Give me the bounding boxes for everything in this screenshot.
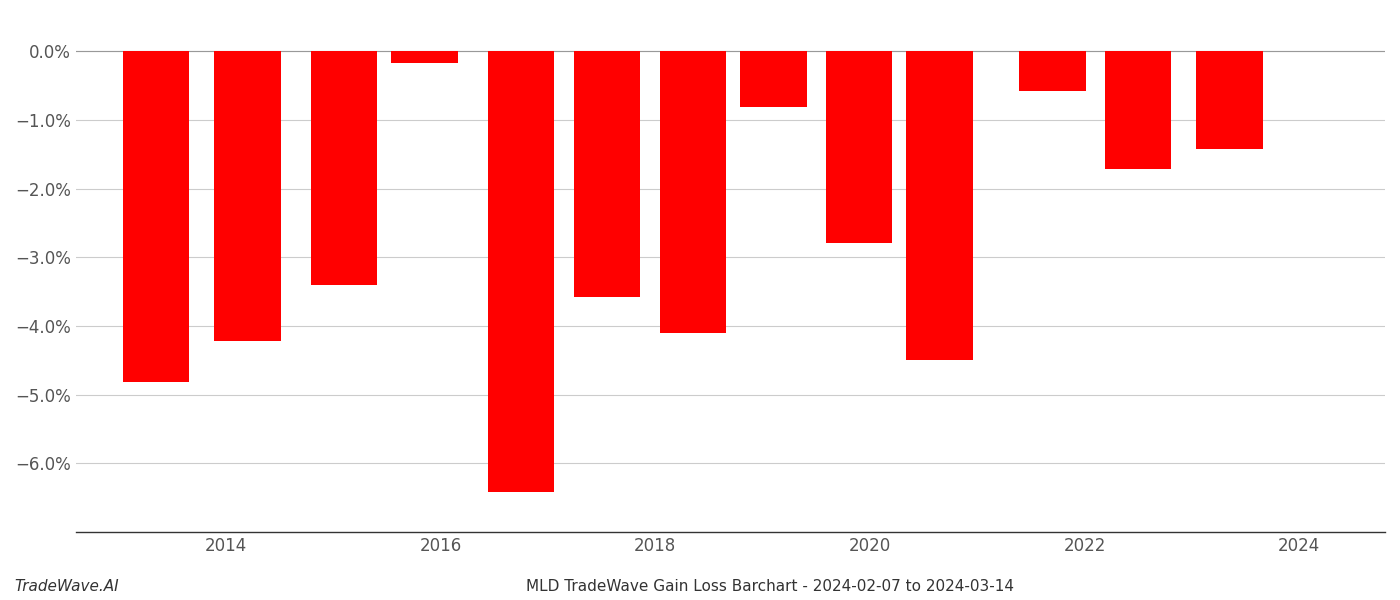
Bar [311,51,377,285]
Bar [1105,51,1172,169]
Bar [391,51,458,64]
Text: TradeWave.AI: TradeWave.AI [14,579,119,594]
Bar [214,51,281,341]
Bar [659,51,727,333]
Bar [1019,51,1085,91]
Bar [1196,51,1263,149]
Bar [123,51,189,382]
Bar [826,51,892,244]
Bar [574,51,640,297]
Text: MLD TradeWave Gain Loss Barchart - 2024-02-07 to 2024-03-14: MLD TradeWave Gain Loss Barchart - 2024-… [526,579,1014,594]
Bar [487,51,554,492]
Bar [906,51,973,361]
Bar [741,51,806,107]
